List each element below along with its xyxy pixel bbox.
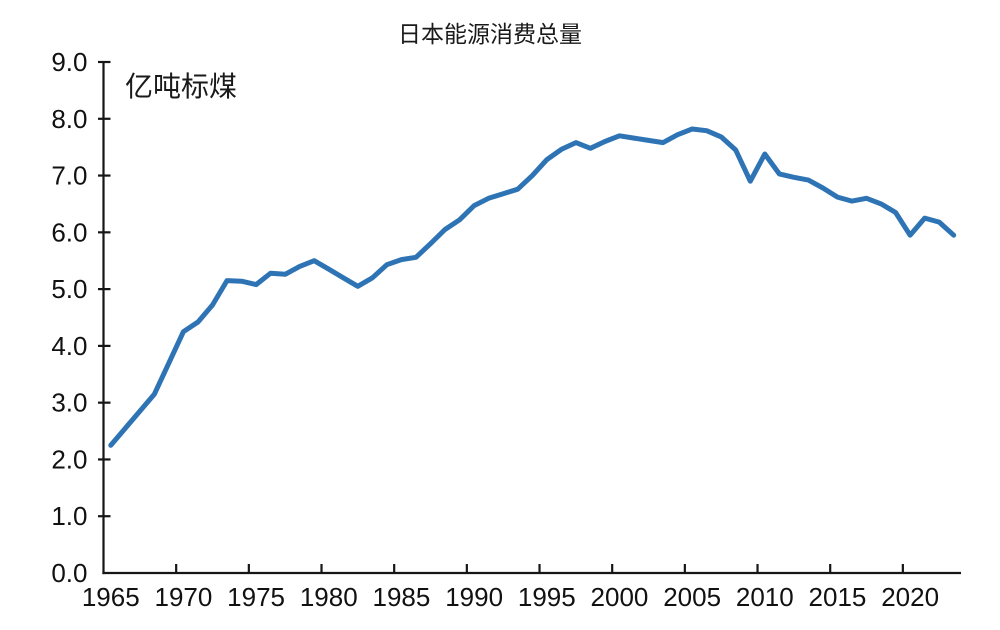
plot-area: 0.0 1.0 2.0 3.0 4.0 5.0 6.0 7.0 8.0 9.0 1965 1970 19… bbox=[51, 47, 961, 612]
x-axis-tick-label: 2010 bbox=[736, 582, 794, 612]
y-axis-tick-label: 1.0 bbox=[51, 501, 87, 531]
x-axis-tick-label: 1990 bbox=[445, 582, 503, 612]
y-axis-tick-label: 3.0 bbox=[51, 388, 87, 418]
x-axis-tick-label: 2005 bbox=[663, 582, 721, 612]
data-line-series bbox=[108, 126, 957, 448]
x-axis-tick-label: 1980 bbox=[300, 582, 358, 612]
y-axis-tick-label: 9.0 bbox=[51, 47, 87, 77]
y-axis-unit-label: 亿吨标煤 bbox=[125, 71, 237, 103]
chart-title: 日本能源消费总量 bbox=[398, 22, 582, 47]
x-axis-tick-label: 1985 bbox=[373, 582, 431, 612]
y-axis-tick-label: 8.0 bbox=[51, 104, 87, 134]
y-axis-tick-label: 0.0 bbox=[51, 558, 87, 588]
x-axis-tick-label: 1995 bbox=[518, 582, 576, 612]
y-axis-tick-label: 2.0 bbox=[51, 444, 87, 474]
x-axis-tick-label: 1970 bbox=[155, 582, 213, 612]
y-axis-tick-label: 5.0 bbox=[51, 274, 87, 304]
x-axis-tick-label: 2000 bbox=[591, 582, 649, 612]
y-axis-tick-label: 4.0 bbox=[51, 331, 87, 361]
y-axis-tick-label: 7.0 bbox=[51, 161, 87, 191]
x-axis-tick-label: 1965 bbox=[82, 582, 140, 612]
y-axis-tick-label: 6.0 bbox=[51, 217, 87, 247]
x-axis-tick-label: 2015 bbox=[809, 582, 867, 612]
x-axis-tick-label: 2020 bbox=[881, 582, 939, 612]
x-axis-tick-label: 1975 bbox=[227, 582, 285, 612]
